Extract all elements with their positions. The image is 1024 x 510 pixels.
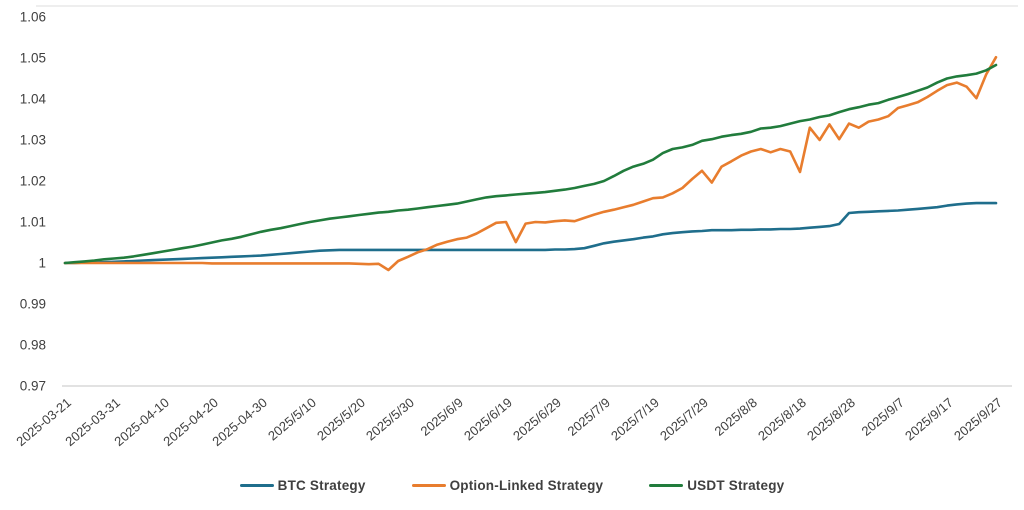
y-tick-label: 1.05	[20, 51, 46, 66]
x-tick-label: 2025/8/18	[755, 395, 809, 444]
btc-strategy-line-swatch	[239, 483, 274, 488]
x-tick-label: 2025/9/27	[951, 395, 1005, 444]
chart-series-lines	[63, 55, 998, 272]
x-tick-label: 2025/5/20	[314, 395, 368, 444]
performance-chart: 1.06 1.05 1.04 1.03 1.02 1.01 1 0.99 0.98 0.97 20…	[13, 5, 1018, 449]
x-tick-label: 2025/7/19	[608, 395, 662, 444]
x-tick-label: 2025/7/29	[657, 395, 711, 444]
x-tick-label: 2025/8/8	[712, 395, 760, 439]
y-tick-label: 1.04	[20, 92, 47, 107]
y-tick-label: 0.99	[20, 297, 46, 312]
y-tick-label: 1	[38, 256, 46, 271]
option-linked-strategy-line-swatch	[411, 483, 446, 488]
legend-label-usdt-strategy: USDT Strategy	[687, 478, 785, 493]
y-tick-label: 1.01	[20, 215, 46, 230]
x-tick-label: 2025/5/10	[265, 395, 319, 444]
x-tick-label: 2025/6/19	[461, 395, 515, 444]
y-tick-label: 1.03	[20, 133, 46, 148]
btc-strategy-line	[63, 201, 998, 265]
y-axis-tick-labels: 1.06 1.05 1.04 1.03 1.02 1.01 1 0.99 0.98 0.97	[20, 10, 47, 394]
x-tick-label: 2025-04-30	[209, 395, 270, 449]
chart-borders	[36, 5, 1018, 387]
x-axis-tick-labels: 2025-03-212025-03-312025-04-102025-04-20…	[13, 395, 1005, 449]
usdt-strategy-line	[63, 63, 998, 265]
y-tick-label: 0.97	[20, 379, 46, 394]
y-tick-label: 1.02	[20, 174, 46, 189]
y-tick-label: 1.06	[20, 10, 46, 25]
legend-item-usdt-strategy: USDT Strategy	[649, 478, 784, 493]
x-tick-label: 2025/8/28	[804, 395, 858, 444]
legend-item-option-linked-strategy: Option-Linked Strategy	[411, 478, 604, 493]
x-tick-label: 2025/9/7	[859, 395, 907, 439]
x-tick-label: 2025/6/29	[510, 395, 564, 444]
chart-legend: BTC Strategy Option-Linked Strategy USDT…	[0, 478, 1024, 493]
x-tick-label: 2025/5/30	[363, 395, 417, 444]
x-tick-label: 2025/7/9	[565, 395, 613, 439]
option-linked-strategy-line	[63, 55, 998, 272]
legend-label-option-linked-strategy: Option-Linked Strategy	[449, 478, 604, 493]
x-tick-label: 2025/9/17	[902, 395, 956, 444]
x-tick-label: 2025/6/9	[418, 395, 466, 439]
legend-label-btc-strategy: BTC Strategy	[277, 478, 366, 493]
usdt-strategy-line-swatch	[649, 483, 684, 488]
y-tick-label: 0.98	[20, 338, 46, 353]
legend-item-btc-strategy: BTC Strategy	[239, 478, 366, 493]
